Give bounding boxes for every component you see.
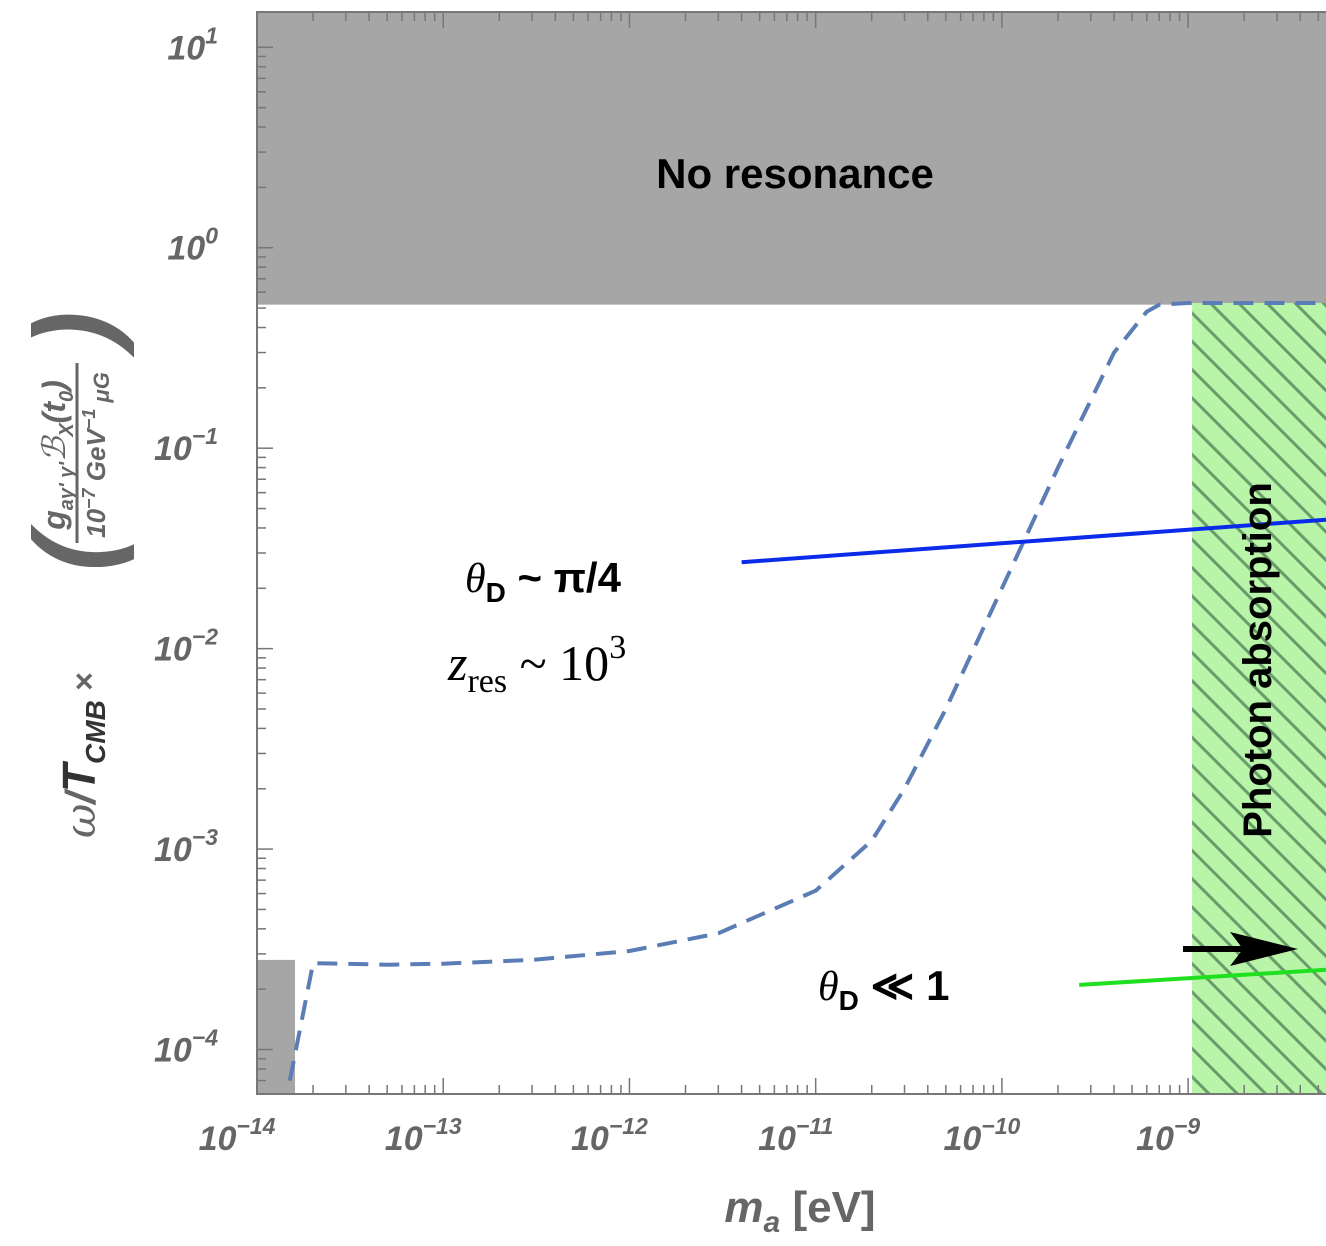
- y-title-denominator: 10−7 GeV−1 μG: [79, 372, 114, 538]
- x-tick-label: 10−9: [1136, 1113, 1200, 1158]
- x-tick-label: 10−13: [385, 1113, 462, 1158]
- x-tick-label: 10−10: [943, 1113, 1020, 1158]
- x-tick-label: 10−12: [571, 1113, 648, 1158]
- y-tick-label: 101: [167, 22, 218, 67]
- plot-frame: [256, 11, 1326, 1095]
- arrow-head: [1230, 932, 1298, 966]
- series-line-0: [287, 301, 1326, 1081]
- x-tick-label: 10−14: [199, 1113, 276, 1158]
- annotation-theta-small: θD ≪ 1: [818, 962, 950, 1016]
- series-line-2: [1079, 967, 1326, 987]
- region-label-no-resonance: No resonance: [656, 150, 934, 197]
- y-tick-label: 10−1: [154, 423, 218, 468]
- y-axis-title-main: ω/TCMB ×: [53, 673, 111, 838]
- region-0: [257, 12, 1326, 305]
- y-tick-label: 10−2: [154, 624, 218, 669]
- region-2: [1192, 303, 1326, 1094]
- paren-left: (: [12, 524, 135, 571]
- y-tick-label: 100: [167, 223, 218, 268]
- annotations: No resonance Photon absorption θD ~ π/4 zre…: [447, 150, 1298, 1016]
- shaded-regions: [257, 12, 1326, 1094]
- annotation-theta-pi4: θD ~ π/4: [465, 554, 622, 608]
- y-tick-label: 10−4: [154, 1025, 218, 1070]
- annotation-z-res: zres ~ 103: [447, 629, 626, 700]
- y-title-numerator: gaγ' γ'ℬX(t0): [36, 380, 78, 531]
- region-1: [257, 959, 296, 1094]
- series-line-1: [741, 517, 1326, 565]
- x-axis-title: ma [eV]: [724, 1183, 875, 1239]
- region-label-photon-absorption: Photon absorption: [1236, 482, 1280, 838]
- paren-right: ): [12, 311, 135, 358]
- y-axis-title: ω/TCMB × () gaγ' γ'ℬX(t0)10−7 GeV−1 μG: [12, 311, 135, 838]
- y-tick-label: 10−3: [154, 824, 218, 869]
- plot-border: [256, 11, 1326, 1095]
- x-tick-label: 10−11: [758, 1113, 833, 1158]
- data-series: [287, 301, 1326, 1081]
